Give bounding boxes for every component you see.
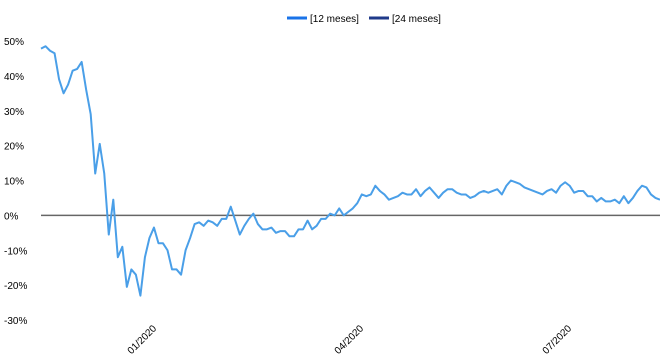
y-tick-label: 0%	[4, 211, 19, 222]
y-tick-label: 40%	[4, 72, 24, 83]
series-line-0	[40, 45, 660, 297]
y-tick-label: -10%	[4, 246, 27, 257]
legend-label-12-meses: [12 meses]	[310, 14, 359, 25]
x-tick-label: 01/2020	[126, 323, 160, 357]
y-tick-label: 50%	[4, 37, 24, 48]
y-tick-label: -30%	[4, 316, 27, 327]
series-layer	[40, 45, 660, 297]
x-tick-label: 04/2020	[333, 323, 367, 357]
x-axis: 01/2020 04/2020 07/2020	[126, 323, 575, 357]
y-tick-label: 10%	[4, 177, 24, 188]
legend: [12 meses] [24 meses]	[287, 14, 441, 25]
y-tick-label: 30%	[4, 107, 24, 118]
legend-label-24-meses: [24 meses]	[392, 14, 441, 25]
y-tick-label: -20%	[4, 281, 27, 292]
y-tick-label: 20%	[4, 142, 24, 153]
y-axis: 50% 40% 30% 20% 10% 0% -10% -20% -30%	[4, 37, 27, 327]
x-tick-label: 07/2020	[541, 323, 575, 357]
